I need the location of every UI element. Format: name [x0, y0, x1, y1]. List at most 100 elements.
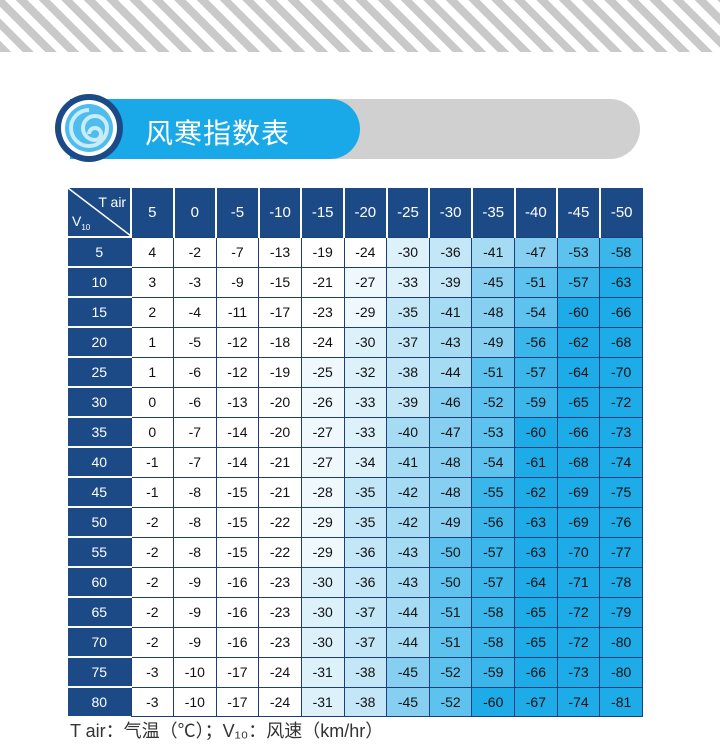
wind-chill-cell: -60	[556, 296, 601, 328]
wind-chill-cell: -72	[599, 386, 643, 418]
wind-chill-cell: -31	[300, 656, 345, 688]
wind-chill-cell: -63	[599, 266, 643, 298]
wind-chill-cell: -38	[343, 686, 388, 717]
wind-chill-cell: -43	[428, 326, 473, 358]
column-header: -40	[513, 188, 558, 237]
wind-chill-cell: -71	[556, 566, 601, 598]
wind-chill-cell: -70	[599, 356, 643, 388]
wind-chill-cell: -6	[173, 386, 217, 418]
table-row: 25 1 -6 -12 -19 -25 -32 -38 -44 -51 -57 -64 -70	[68, 356, 643, 388]
wind-chill-cell: 3	[130, 266, 175, 298]
wind-chill-cell: -17	[215, 656, 260, 688]
wind-chill-cell: -2	[130, 626, 175, 658]
wind-chill-cell: -65	[514, 626, 558, 658]
table-row: 70 -2 -9 -16 -23 -30 -37 -44 -51 -58 -65 -72 -80	[68, 626, 643, 658]
column-header: -45	[556, 188, 600, 237]
wind-chill-cell: -56	[514, 326, 558, 358]
wind-chill-cell: -57	[471, 566, 516, 598]
diagonal-divider	[68, 188, 131, 236]
table-row: 30 0 -6 -13 -20 -26 -33 -39 -46 -52 -59 -65 -72	[68, 386, 643, 418]
table-row: 20 1 -5 -12 -18 -24 -30 -37 -43 -49 -56 -62 -68	[68, 326, 643, 358]
wind-chill-cell: -74	[556, 686, 601, 717]
wind-chill-cell: -41	[386, 446, 430, 478]
table-row: 10 3 -3 -9 -15 -21 -27 -33 -39 -45 -51 -57 -63	[68, 266, 643, 298]
corner-header: T air V10	[68, 188, 132, 237]
wind-chill-cell: -72	[556, 596, 601, 628]
wind-chill-cell: -58	[471, 596, 516, 628]
wind-chill-cell: -3	[173, 266, 217, 298]
wind-chill-cell: -14	[215, 446, 260, 478]
wind-chill-cell: -47	[428, 416, 473, 448]
wind-chill-cell: -43	[386, 536, 430, 568]
wind-chill-cell: -33	[343, 386, 388, 418]
wind-chill-cell: -9	[173, 626, 217, 658]
wind-chill-cell: -54	[514, 296, 558, 328]
wind-chill-cell: -74	[599, 446, 643, 478]
wind-chill-cell: -15	[258, 266, 302, 298]
wind-chill-cell: -27	[343, 266, 388, 298]
wind-chill-cell: -14	[215, 416, 260, 448]
wind-chill-cell: -63	[514, 536, 558, 568]
wind-chill-cell: -44	[428, 356, 473, 388]
wind-chill-cell: -30	[300, 596, 345, 628]
table-row: 80 -3 -10 -17 -24 -31 -38 -45 -52 -60 -67 -74 -81	[68, 686, 643, 717]
wind-chill-cell: -73	[599, 416, 643, 448]
wind-chill-cell: -50	[428, 536, 473, 568]
wind-speed-label: 40	[68, 446, 132, 477]
wind-chill-cell: -30	[300, 626, 345, 658]
wind-chill-cell: -61	[514, 446, 558, 478]
wind-chill-cell: -34	[343, 446, 388, 478]
wind-chill-cell: -60	[471, 686, 516, 717]
wind-chill-cell: -10	[173, 686, 217, 717]
wind-chill-cell: 2	[130, 296, 175, 328]
wind-speed-label: 5	[68, 236, 132, 267]
wind-chill-cell: -57	[556, 266, 601, 298]
wind-speed-label: 20	[68, 326, 132, 357]
wind-speed-label: 15	[68, 296, 132, 327]
wind-chill-cell: -75	[599, 476, 643, 508]
wind-chill-cell: -51	[428, 596, 473, 628]
wind-chill-cell: -45	[386, 686, 430, 717]
table-row: 5 4 -2 -7 -13 -19 -24 -30 -36 -41 -47 -53 -58	[68, 236, 643, 268]
wind-speed-label: 65	[68, 596, 132, 627]
wind-chill-cell: -39	[386, 386, 430, 418]
wind-chill-cell: -76	[599, 506, 643, 538]
wind-chill-cell: -13	[258, 236, 302, 268]
wind-chill-cell: -24	[258, 686, 302, 717]
wind-chill-cell: -2	[173, 236, 217, 268]
wind-chill-cell: -9	[173, 596, 217, 628]
table-row: 60 -2 -9 -16 -23 -30 -36 -43 -50 -57 -64 -71 -78	[68, 566, 643, 598]
wind-chill-cell: -7	[173, 416, 217, 448]
wind-chill-cell: -58	[599, 236, 643, 268]
wind-chill-cell: -51	[428, 626, 473, 658]
temperature-axis-label: T air	[98, 194, 127, 210]
wind-chill-cell: -69	[556, 476, 601, 508]
column-header: 0	[172, 188, 217, 237]
wind-chill-cell: -20	[258, 416, 302, 448]
wind-chill-cell: -80	[599, 656, 643, 688]
wind-chill-cell: 0	[130, 416, 175, 448]
striped-header-decoration	[0, 0, 720, 52]
wind-chill-cell: -64	[556, 356, 601, 388]
wind-chill-cell: -3	[130, 656, 175, 688]
table-row: 45 -1 -8 -15 -21 -28 -35 -42 -48 -55 -62 -69 -75	[68, 476, 643, 508]
wind-chill-cell: -11	[215, 296, 260, 328]
wind-chill-cell: -35	[343, 506, 388, 538]
column-header: -35	[470, 188, 515, 237]
wind-chill-cell: -37	[343, 626, 388, 658]
column-header: -50	[598, 188, 643, 237]
wind-chill-cell: -30	[386, 236, 430, 268]
wind-speed-label: 45	[68, 476, 132, 507]
wind-chill-cell: -49	[428, 506, 473, 538]
wind-speed-label: 55	[68, 536, 132, 567]
wind-chill-cell: -23	[258, 596, 302, 628]
wind-chill-cell: -51	[471, 356, 516, 388]
wind-chill-cell: -67	[514, 686, 558, 717]
wind-chill-cell: -9	[215, 266, 260, 298]
wind-chill-cell: -60	[514, 416, 558, 448]
wind-chill-cell: -36	[428, 236, 473, 268]
wind-chill-cell: -55	[471, 476, 516, 508]
wind-chill-cell: -57	[471, 536, 516, 568]
wind-chill-cell: -9	[173, 566, 217, 598]
wind-chill-cell: -48	[428, 446, 473, 478]
